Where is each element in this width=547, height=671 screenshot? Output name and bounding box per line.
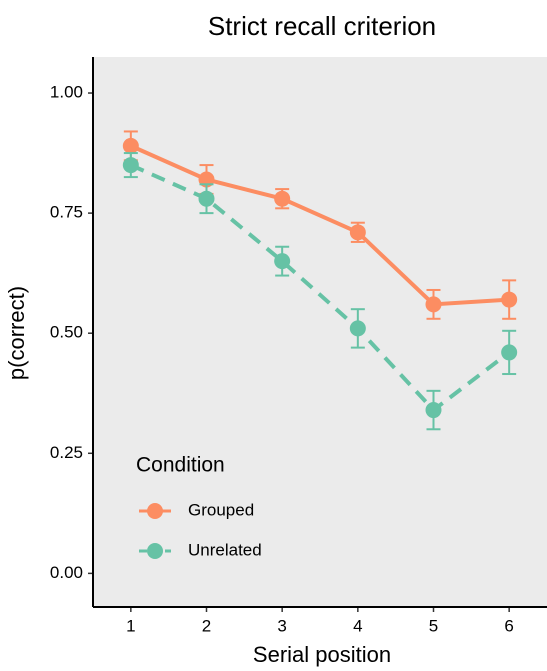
point	[425, 402, 442, 419]
plot-background	[93, 57, 547, 607]
series-line	[130, 144, 510, 307]
x-tick-label: 6	[504, 616, 513, 635]
legend-label: Grouped	[188, 500, 254, 519]
y-tick-label: 0.00	[50, 563, 83, 582]
point	[349, 320, 366, 337]
x-tick-label: 5	[429, 616, 438, 635]
x-tick-label: 4	[353, 616, 362, 635]
legend-title: Condition	[136, 454, 225, 477]
point	[122, 157, 139, 174]
x-tick-label: 3	[277, 616, 286, 635]
x-tick-label: 1	[126, 616, 135, 635]
point	[122, 137, 139, 154]
point	[501, 291, 518, 308]
y-tick-label: 1.00	[50, 83, 83, 102]
point	[425, 296, 442, 313]
legend-marker	[147, 543, 163, 559]
legend-marker	[147, 503, 163, 519]
point	[198, 190, 215, 207]
x-tick-label: 2	[202, 616, 211, 635]
point	[274, 190, 291, 207]
y-tick-label: 0.50	[50, 323, 83, 342]
y-tick-label: 0.25	[50, 443, 83, 462]
point	[349, 224, 366, 241]
y-tick-label: 0.75	[50, 203, 83, 222]
chart-title: Strict recall criterion	[208, 11, 436, 41]
point	[501, 344, 518, 361]
y-axis-label: p(correct)	[4, 286, 29, 380]
legend-label: Unrelated	[188, 540, 262, 559]
x-axis-label: Serial position	[253, 642, 391, 667]
series-line	[130, 163, 511, 413]
point	[274, 253, 291, 270]
